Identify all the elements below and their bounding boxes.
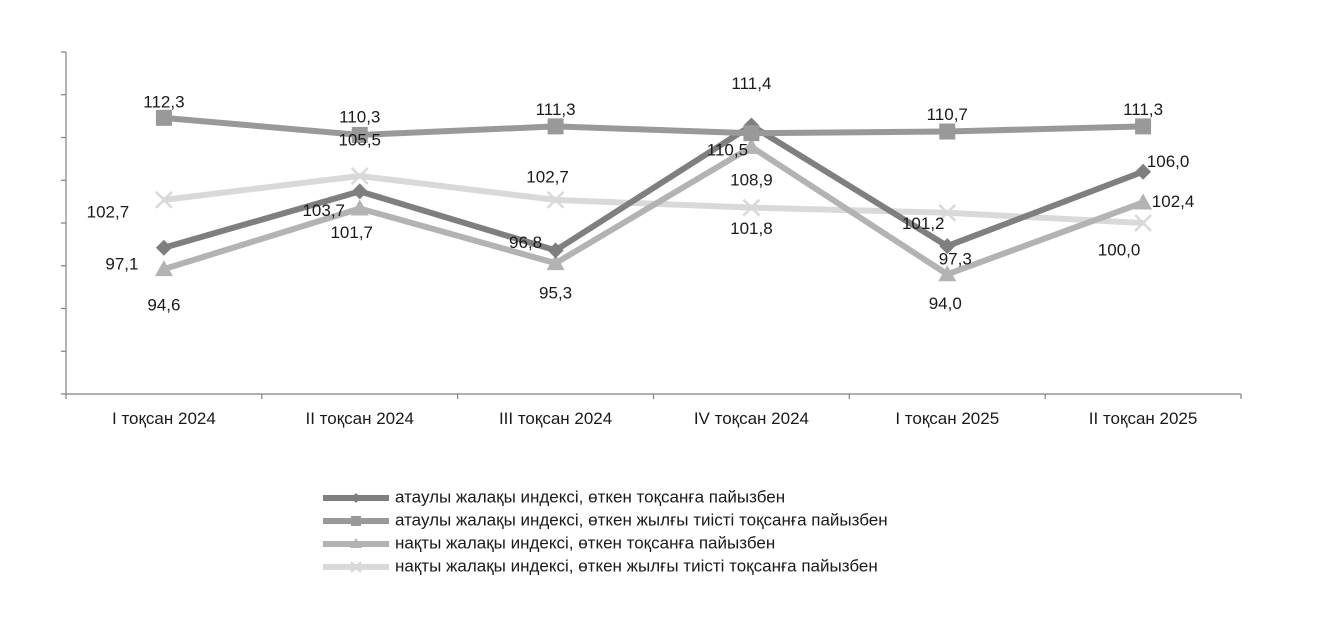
legend-marker <box>351 493 361 503</box>
data-point <box>351 183 368 200</box>
data-point <box>742 198 761 217</box>
data-point <box>742 137 761 154</box>
chart-axes <box>61 51 1242 399</box>
legend-label: нақты жалақы индексі, өткен жылғы тиісті… <box>395 556 878 575</box>
data-label: 111,3 <box>1123 100 1163 119</box>
x-tick-label: III тоқсан 2024 <box>499 409 612 428</box>
series-line <box>163 114 1144 138</box>
data-label: 108,9 <box>730 170 773 189</box>
data-point <box>155 239 172 256</box>
data-point <box>1135 118 1152 135</box>
data-label: 102,4 <box>1152 192 1195 211</box>
x-tick-label: I тоқсан 2025 <box>895 409 999 428</box>
data-point <box>743 125 760 142</box>
data-point <box>351 126 368 143</box>
data-label: 101,7 <box>330 223 373 242</box>
data-point <box>546 191 565 209</box>
x-tick-label: I тоқсан 2024 <box>112 409 216 428</box>
chart-legend: атаулы жалақы индексі, өткен тоқсанға па… <box>323 487 888 575</box>
data-label: 112,3 <box>143 92 184 111</box>
data-label: 101,2 <box>902 214 945 233</box>
data-point <box>938 265 957 282</box>
data-label: 110,3 <box>339 107 380 126</box>
data-point <box>939 238 956 255</box>
data-point <box>350 199 369 216</box>
data-label: 96,8 <box>509 233 542 252</box>
data-point <box>155 191 173 209</box>
data-labels: 97,1 103,7 96,8 111,4 97,3 106,0 112,3 110,3 111… <box>87 74 1195 315</box>
data-point <box>547 118 564 135</box>
legend-label: атаулы жалақы индексі, өткен жылғы тиіст… <box>395 510 888 529</box>
data-label: 106,0 <box>1147 152 1190 171</box>
data-label: 103,7 <box>302 201 345 220</box>
data-label: 105,5 <box>338 130 381 149</box>
data-point <box>939 123 956 140</box>
data-point <box>350 167 369 185</box>
data-label: 95,3 <box>539 284 572 303</box>
data-label: 100,0 <box>1098 240 1141 259</box>
x-tick-label: II тоқсан 2025 <box>1089 409 1198 428</box>
data-label: 110,5 <box>707 141 748 160</box>
series-line <box>163 143 1145 278</box>
data-point <box>547 242 564 259</box>
data-point <box>938 203 957 222</box>
data-label: 94,6 <box>147 296 180 315</box>
data-label: 97,3 <box>939 250 972 269</box>
data-label: 111,4 <box>731 74 771 93</box>
data-label: 102,7 <box>87 202 130 221</box>
data-point <box>1134 214 1152 232</box>
series-markers <box>154 109 1153 282</box>
legend-label: атаулы жалақы индексі, өткен тоқсанға па… <box>395 487 785 506</box>
x-tick-label: IV тоқсан 2024 <box>694 409 809 428</box>
data-point <box>1135 163 1152 180</box>
data-point <box>1134 193 1153 210</box>
x-tick-label: II тоқсан 2024 <box>305 409 414 428</box>
data-label: 94,0 <box>929 294 962 313</box>
data-label: 101,8 <box>730 219 773 238</box>
series-lines <box>163 114 1145 278</box>
legend-marker <box>350 538 362 548</box>
series-line <box>163 122 1145 254</box>
data-label: 102,7 <box>526 167 569 186</box>
data-label: 110,7 <box>927 105 968 124</box>
data-point <box>155 109 172 126</box>
data-point <box>154 260 173 277</box>
data-label: 97,1 <box>105 254 138 273</box>
legend-label: нақты жалақы индексі, өткен тоқсанға пай… <box>395 533 775 552</box>
data-point <box>546 254 565 271</box>
legend-marker <box>351 516 361 526</box>
data-label: 111,3 <box>536 100 576 119</box>
x-tick-labels: I тоқсан 2024 II тоқсан 2024 III тоқсан 20… <box>112 409 1197 428</box>
legend-marker <box>350 561 362 573</box>
